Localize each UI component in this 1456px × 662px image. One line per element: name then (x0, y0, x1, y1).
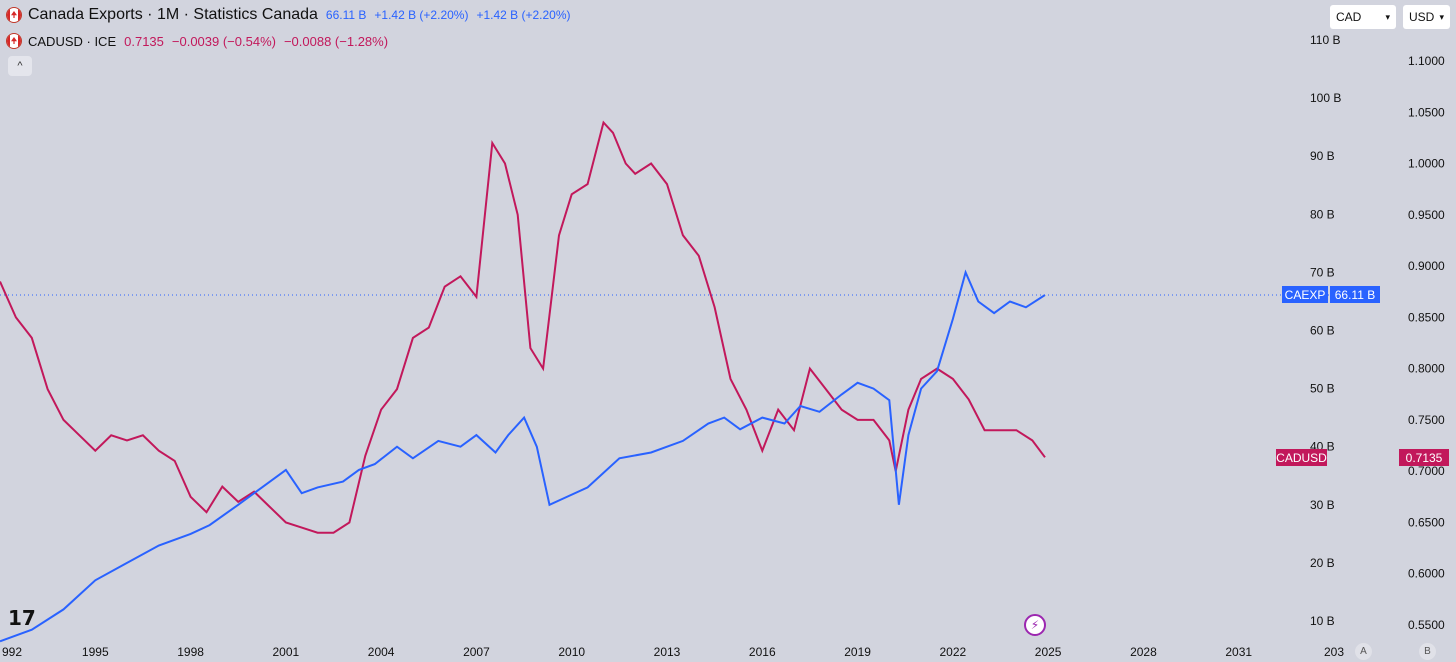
legend-cadusd: CADUSD · ICE 0.7135 −0.0039 (−0.54%) −0.… (6, 33, 388, 49)
x-tick-label: 2016 (749, 645, 776, 659)
y-tick-label-exports: 90 B (1310, 149, 1335, 163)
scale-b-button[interactable]: B (1419, 643, 1436, 660)
x-tick-label: 2013 (654, 645, 681, 659)
legend-cadusd-value: 0.7135 (124, 33, 164, 49)
x-tick-label: 2031 (1225, 645, 1252, 659)
legend-cadusd-change2: −0.0088 (−1.28%) (283, 33, 389, 49)
y-tick-label-exports: 70 B (1310, 265, 1335, 279)
y-axis-cadusd: 0.5500 0.6000 0.6500 0.7000 0.7500 0.8000 0.85… (1408, 54, 1445, 632)
y-tick-label-exports: 80 B (1310, 207, 1335, 221)
x-tick-label: 2007 (463, 645, 490, 659)
y-tick-label-cadusd: 0.5500 (1408, 618, 1445, 632)
y-tick-label-cadusd: 0.7000 (1408, 464, 1445, 478)
scale-a-button[interactable]: A (1355, 643, 1372, 660)
currency-select-left[interactable]: CAD ▾ (1330, 5, 1396, 29)
y-tick-label-cadusd: 0.7500 (1408, 413, 1445, 427)
lightning-icon[interactable]: ⚡ (1024, 614, 1046, 636)
currency-left-label: CAD (1336, 10, 1362, 24)
x-tick-label: 2022 (940, 645, 967, 659)
y-tick-label-cadusd: 0.6500 (1408, 515, 1445, 529)
y-tick-label-cadusd: 0.9000 (1408, 259, 1445, 273)
chevron-up-icon: ^ (17, 60, 23, 72)
x-tick-label: 2010 (558, 645, 585, 659)
y-tick-label-exports: 50 B (1310, 382, 1335, 396)
exports-line (0, 269, 1046, 643)
cadusd-line (0, 120, 1046, 534)
caexp-name-tag: CAEXP (1282, 286, 1328, 303)
canada-flag-icon (6, 7, 22, 23)
y-tick-label-exports: 110 B (1310, 33, 1340, 47)
currency-right-label: USD (1409, 10, 1435, 24)
currency-select-right[interactable]: USD ▾ (1403, 5, 1450, 29)
x-axis: 992 1995 1998 2001 2004 2007 2010 2013 2016 2019 2… (2, 645, 1344, 659)
x-tick-label: 2004 (368, 645, 395, 659)
legend-cadusd-change1: −0.0039 (−0.54%) (171, 33, 276, 49)
y-tick-label-cadusd: 0.9500 (1408, 208, 1445, 222)
y-tick-label-cadusd: 1.0000 (1408, 157, 1445, 171)
y-tick-label-cadusd: 1.0500 (1408, 105, 1445, 119)
y-tick-label-exports: 30 B (1310, 498, 1335, 512)
y-tick-label-cadusd: 0.8500 (1408, 310, 1445, 324)
cadusd-flag-icon (6, 33, 22, 49)
y-tick-label-exports: 100 B (1310, 91, 1341, 105)
x-tick-label: 1995 (82, 645, 109, 659)
cadusd-value-tag: 0.7135 (1399, 449, 1449, 466)
y-tick-label-exports: 10 B (1310, 614, 1335, 628)
y-tick-label-cadusd: 0.6000 (1408, 567, 1445, 581)
y-axis-exports: 10 B20 B30 B40 B50 B60 B70 B80 B90 B100 … (1310, 33, 1341, 628)
y-tick-label-exports: 20 B (1310, 556, 1335, 570)
chevron-down-icon: ▾ (1439, 11, 1444, 22)
x-tick-label: 2028 (1130, 645, 1157, 659)
tradingview-logo: 17 (8, 606, 36, 630)
caexp-value-tag: 66.11 B (1330, 286, 1380, 303)
legend-exports-value: 66.11 B (325, 8, 367, 22)
x-tick-label: 2019 (844, 645, 871, 659)
y-tick-label-exports: 60 B (1310, 324, 1335, 338)
legend-exports-change1: +1.42 B (+2.20%) (374, 8, 469, 22)
x-tick-label: 203 (1324, 645, 1344, 659)
y-tick-label-cadusd: 1.1000 (1408, 54, 1445, 68)
y-tick-label-cadusd: 0.8000 (1408, 362, 1445, 376)
legend-exports: Canada Exports · 1M · Statistics Canada … (6, 6, 571, 24)
chevron-down-icon: ▾ (1385, 11, 1390, 22)
legend-exports-title: Canada Exports · 1M · Statistics Canada (28, 6, 318, 23)
x-tick-label: 2025 (1035, 645, 1062, 659)
x-tick-label: 1998 (177, 645, 204, 659)
legend-exports-change2: +1.42 B (+2.20%) (476, 8, 571, 22)
cadusd-name-tag: CADUSD (1276, 449, 1327, 466)
x-tick-label: 992 (2, 645, 22, 659)
legend-cadusd-title: CADUSD · ICE (28, 33, 117, 49)
legend-collapse-button[interactable]: ^ (8, 56, 32, 76)
x-tick-label: 2001 (273, 645, 300, 659)
